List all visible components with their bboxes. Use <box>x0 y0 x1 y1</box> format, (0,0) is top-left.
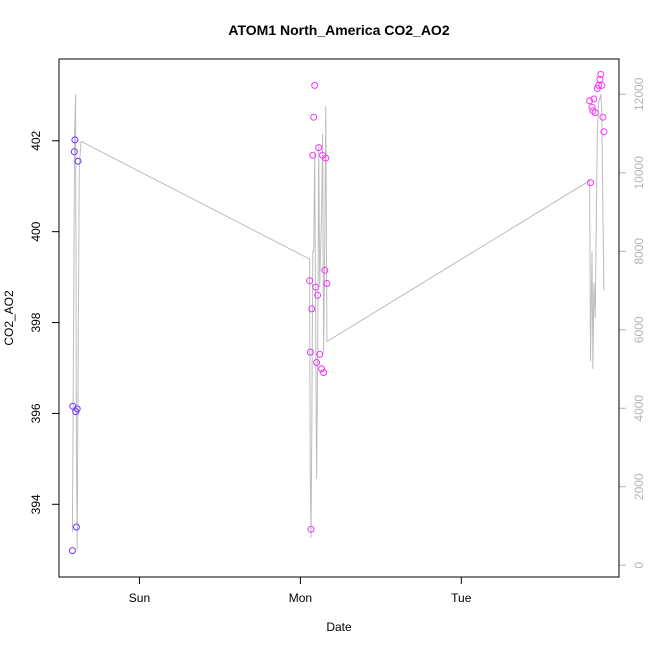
y-tick-label: 394 <box>29 494 43 514</box>
data-point <box>596 75 604 83</box>
data-point <box>589 107 597 115</box>
data-point <box>587 179 594 187</box>
data-point <box>591 109 599 117</box>
data-point <box>598 81 606 89</box>
data-point <box>322 154 330 162</box>
y-tick-label: 402 <box>29 130 43 150</box>
altitude-series <box>71 94 605 550</box>
chart-title: ATOM1 North_America CO2_AO2 <box>228 22 449 38</box>
data-point <box>590 95 598 103</box>
data-point <box>313 359 321 366</box>
data-point <box>312 283 320 291</box>
y2-tick-label: 12000 <box>632 77 646 111</box>
y2-tick-label: 8000 <box>632 238 646 265</box>
data-point <box>306 277 314 285</box>
y2-tick-label: 2000 <box>632 473 646 500</box>
data-point <box>599 113 607 121</box>
data-point <box>323 280 331 287</box>
y-tick-label: 398 <box>29 312 43 332</box>
x-tick-label: Sun <box>129 591 150 605</box>
data-point <box>74 157 82 165</box>
y-axis-title: CO2_AO2 <box>2 290 16 346</box>
data-point <box>311 81 319 89</box>
x-tick-label: Mon <box>289 591 312 605</box>
data-point <box>320 369 328 376</box>
data-point <box>600 128 608 136</box>
data-point <box>309 151 317 159</box>
y2-tick-label: 10000 <box>632 156 646 190</box>
data-point <box>68 547 76 555</box>
y2-tick-label: 6000 <box>632 316 646 343</box>
data-point <box>307 525 315 533</box>
data-point <box>73 405 81 413</box>
axes: Sun Mon Tue 394 396 398 400 402 0 2000 4000 6000 800… <box>29 77 646 605</box>
data-point <box>310 113 318 121</box>
x-tick-label: Tue <box>451 591 472 605</box>
plot-frame <box>58 58 620 578</box>
data-point <box>308 305 316 313</box>
data-point <box>321 266 329 274</box>
data-point <box>71 136 79 144</box>
y2-tick-label: 4000 <box>632 395 646 422</box>
data-point <box>315 144 323 152</box>
y-tick-label: 396 <box>29 403 43 423</box>
data-point <box>588 103 596 111</box>
x-axis-title: Date <box>326 620 352 634</box>
altitude-line <box>71 94 605 550</box>
data-point <box>597 70 605 78</box>
data-point <box>70 148 78 156</box>
co2-points <box>68 70 608 555</box>
y2-tick-label: 0 <box>632 562 646 569</box>
data-point <box>314 291 322 299</box>
data-point <box>306 348 314 356</box>
data-point <box>316 350 324 358</box>
data-point <box>72 523 80 531</box>
y-tick-label: 400 <box>29 221 43 241</box>
data-point <box>318 365 326 373</box>
data-point <box>586 97 594 105</box>
